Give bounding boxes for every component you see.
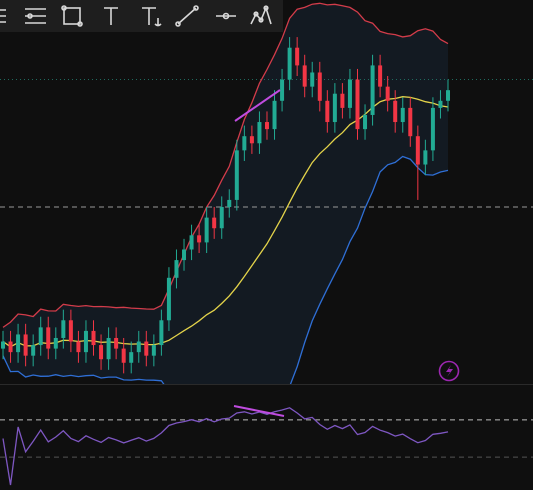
candle-body xyxy=(121,348,126,363)
candle-body xyxy=(166,277,171,321)
candle-body xyxy=(114,337,119,349)
tool-pattern[interactable] xyxy=(250,5,272,25)
candle-body xyxy=(264,122,269,130)
price-trendline xyxy=(234,89,281,122)
candle-body xyxy=(99,345,104,360)
candle-body xyxy=(234,150,239,200)
tool-text[interactable] xyxy=(104,7,118,25)
candle-body xyxy=(1,341,5,349)
candle-body xyxy=(53,337,58,349)
rsi-pane xyxy=(0,407,533,486)
candle-body xyxy=(302,65,307,87)
candle-body xyxy=(415,136,420,165)
candle-body xyxy=(287,47,292,80)
candle-body xyxy=(272,100,277,130)
price-pane xyxy=(0,2,533,384)
candle-body xyxy=(363,114,368,130)
candle-body xyxy=(257,122,262,144)
candle-body xyxy=(325,100,330,123)
candle-body xyxy=(151,345,156,356)
candle-body xyxy=(83,330,88,353)
candle-body xyxy=(31,345,36,356)
candle-body xyxy=(423,150,428,165)
candle-body xyxy=(174,260,179,278)
tool-horizontal-ray[interactable] xyxy=(216,12,236,20)
candle-body xyxy=(219,207,224,229)
candle-body xyxy=(385,86,390,101)
candle-body xyxy=(295,47,300,66)
candle-body xyxy=(408,107,413,137)
candle-body xyxy=(212,217,217,229)
candle-body xyxy=(347,79,352,108)
candle-body xyxy=(189,235,194,250)
upper-band xyxy=(2,2,449,328)
tool-lines[interactable] xyxy=(0,9,6,23)
rsi-line xyxy=(2,407,449,486)
lower-band xyxy=(2,155,449,384)
candle-body xyxy=(400,107,405,123)
candle-body xyxy=(129,352,134,363)
candle-body xyxy=(46,327,51,349)
candle-body xyxy=(159,320,164,346)
candle-body xyxy=(68,320,73,342)
candle-body xyxy=(197,235,202,243)
candle-body xyxy=(310,72,315,87)
rsi-trendline xyxy=(233,405,285,417)
candle-body xyxy=(16,334,21,353)
tool-rect[interactable] xyxy=(61,5,83,27)
candle-body xyxy=(332,93,337,123)
alert-icon[interactable] xyxy=(438,360,460,382)
candle-body xyxy=(8,341,13,353)
candle-body xyxy=(355,79,360,130)
candle-body xyxy=(204,217,209,243)
candle-body xyxy=(38,327,43,346)
candle-body xyxy=(182,249,187,261)
candle-body xyxy=(370,65,375,115)
candle-body xyxy=(378,65,383,87)
candle-body xyxy=(144,341,149,356)
candle-body xyxy=(249,136,254,144)
candle-body xyxy=(61,320,66,338)
tool-trendline[interactable] xyxy=(175,5,199,27)
candle-body xyxy=(76,341,81,353)
toolbar xyxy=(0,0,283,32)
candle-body xyxy=(280,79,285,101)
candle-body xyxy=(430,107,435,151)
candle-body xyxy=(242,136,247,151)
candle-body xyxy=(438,100,443,108)
candle-body xyxy=(393,100,398,123)
candle-body xyxy=(91,330,96,346)
candle-body xyxy=(23,334,28,356)
candle-body xyxy=(136,341,141,353)
tool-fib[interactable] xyxy=(25,8,46,24)
candle-body xyxy=(446,90,450,101)
candle-body xyxy=(227,199,232,207)
candle-body xyxy=(317,72,322,101)
tool-anchored-text[interactable] xyxy=(142,7,162,27)
candle-body xyxy=(340,93,345,108)
candle-body xyxy=(106,337,111,360)
